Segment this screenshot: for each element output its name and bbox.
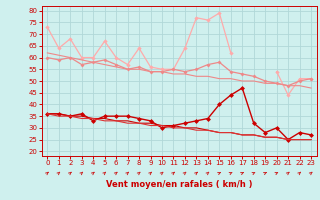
X-axis label: Vent moyen/en rafales ( km/h ): Vent moyen/en rafales ( km/h ) [106, 180, 252, 189]
